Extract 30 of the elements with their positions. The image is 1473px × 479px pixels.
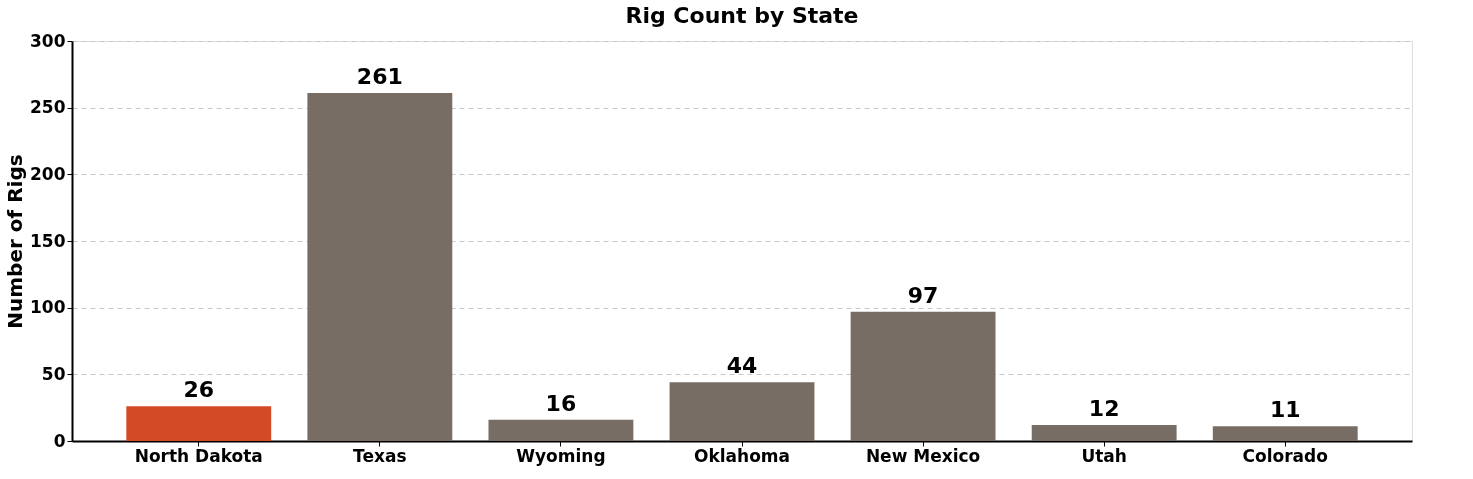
y-tick-label: 250 [30, 97, 66, 118]
y-axis-title: Number of Rigs [3, 154, 28, 329]
bar [126, 406, 272, 441]
data-label: 26 [183, 377, 215, 403]
y-tick-label: 300 [30, 30, 66, 51]
x-tick-label: Texas [353, 445, 407, 466]
data-label: 16 [545, 390, 577, 416]
x-tick-label: Wyoming [516, 445, 606, 466]
x-tick-label: New Mexico [865, 445, 981, 466]
x-tick-label: North Dakota [134, 445, 263, 466]
chart-title: Rig Count by State [625, 3, 859, 28]
y-tick-label: 50 [41, 363, 66, 384]
data-label: 44 [726, 353, 758, 379]
x-tick-label: Oklahoma [693, 445, 791, 466]
data-label: 261 [356, 64, 403, 89]
x-tick-label: Utah [1081, 445, 1127, 466]
y-tick-label: 0 [53, 430, 66, 451]
data-label: 97 [907, 282, 939, 308]
bar [1212, 426, 1358, 441]
y-tick-label: 200 [30, 163, 66, 184]
x-tick-label: Colorado [1242, 445, 1328, 466]
y-tick-label: 100 [30, 297, 66, 318]
bar [1031, 425, 1177, 441]
data-label: 11 [1269, 397, 1301, 423]
bar [307, 93, 453, 441]
data-label: 12 [1088, 396, 1120, 421]
y-tick-label: 150 [30, 230, 66, 251]
bar [488, 419, 634, 441]
bar [669, 382, 815, 441]
bar [850, 311, 996, 441]
